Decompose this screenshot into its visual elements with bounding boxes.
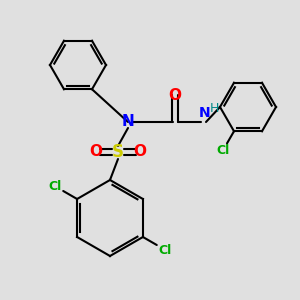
Text: O: O <box>169 88 182 103</box>
Text: Cl: Cl <box>159 244 172 256</box>
Text: S: S <box>112 143 124 161</box>
Text: H: H <box>209 101 219 115</box>
Text: N: N <box>122 115 134 130</box>
Text: Cl: Cl <box>216 144 230 157</box>
Text: N: N <box>199 106 211 120</box>
Text: Cl: Cl <box>48 179 61 193</box>
Text: O: O <box>134 145 146 160</box>
Text: O: O <box>89 145 103 160</box>
